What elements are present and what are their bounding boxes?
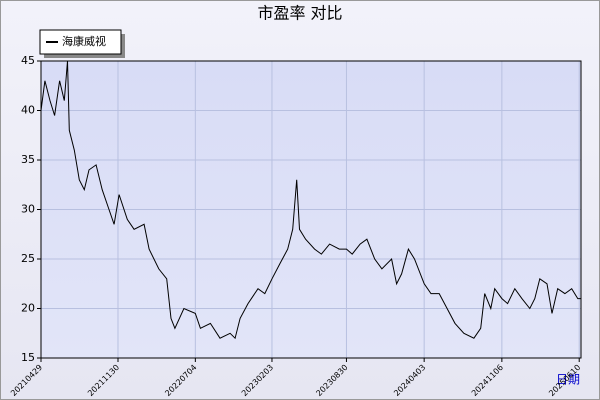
- chart-title: 市盈率 对比: [257, 4, 342, 23]
- legend-label: 海康威视: [62, 34, 106, 48]
- x-axis-label: 日期: [556, 373, 580, 387]
- y-tick-label: 40: [21, 104, 35, 117]
- line: [40, 60, 581, 340]
- y-tick-label: 25: [21, 252, 35, 265]
- y-tick-label: 30: [21, 203, 35, 216]
- y-tick-label: 45: [21, 54, 35, 67]
- legend: [39, 29, 122, 55]
- y-tick-label: 15: [21, 351, 35, 364]
- y-tick-label: 35: [21, 153, 35, 166]
- plot-frame: [40, 60, 582, 359]
- y-tick-label: 20: [21, 302, 35, 315]
